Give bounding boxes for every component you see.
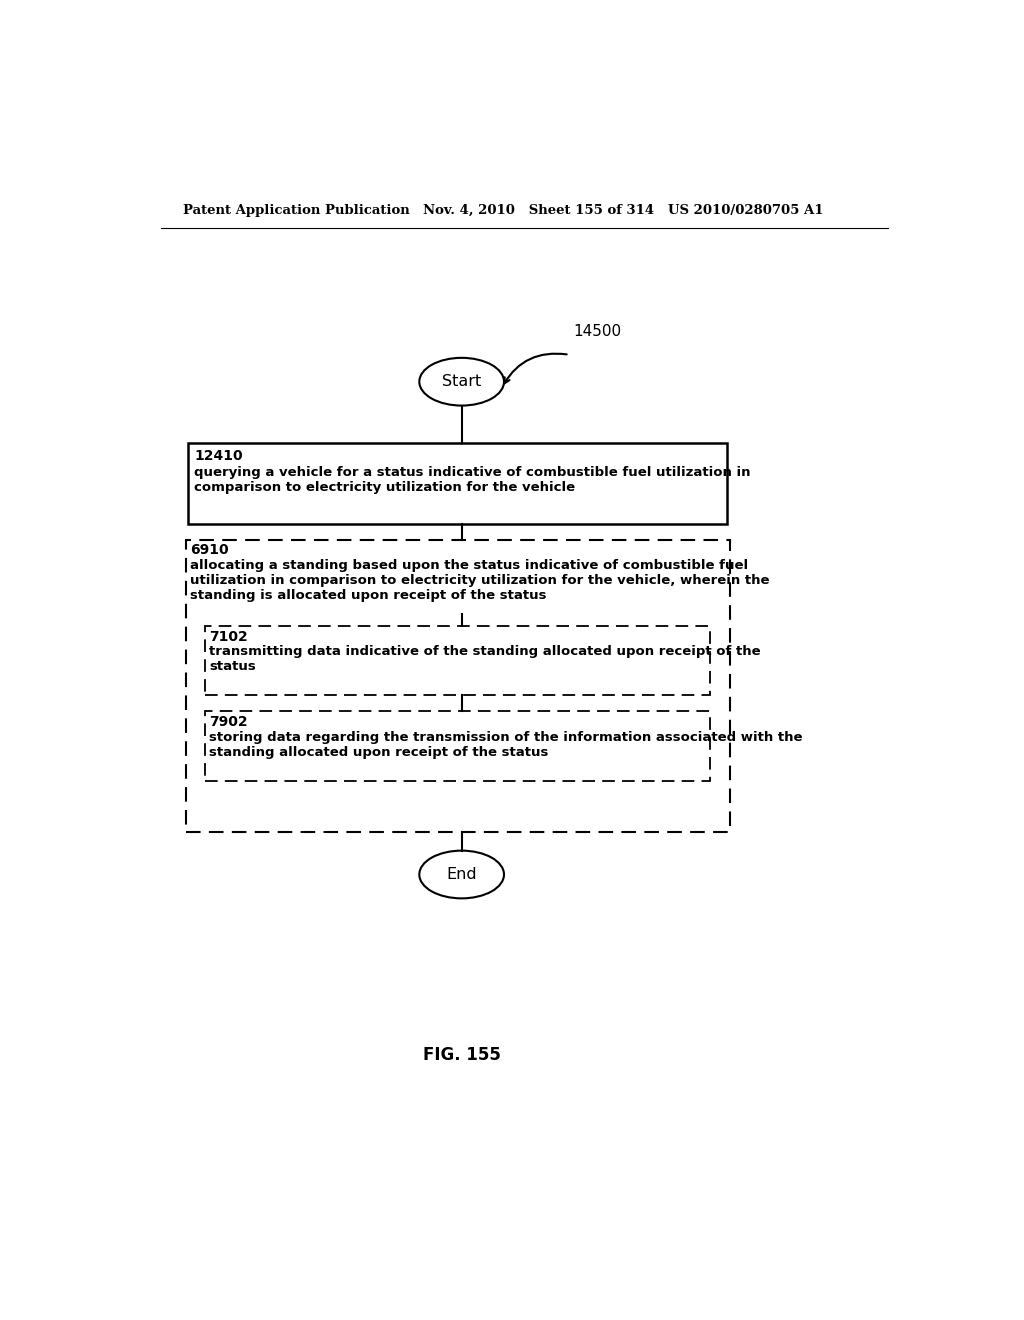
Text: 7902: 7902 xyxy=(209,715,248,729)
Text: querying a vehicle for a status indicative of combustible fuel utilization in
co: querying a vehicle for a status indicati… xyxy=(195,466,751,495)
Text: Nov. 4, 2010   Sheet 155 of 314   US 2010/0280705 A1: Nov. 4, 2010 Sheet 155 of 314 US 2010/02… xyxy=(423,205,823,218)
Text: 7102: 7102 xyxy=(209,630,248,644)
Text: 14500: 14500 xyxy=(573,325,622,339)
Text: transmitting data indicative of the standing allocated upon receipt of the
statu: transmitting data indicative of the stan… xyxy=(209,645,761,673)
Text: 6910: 6910 xyxy=(189,544,228,557)
Text: allocating a standing based upon the status indicative of combustible fuel
utili: allocating a standing based upon the sta… xyxy=(189,558,769,602)
Text: storing data regarding the transmission of the information associated with the
s: storing data regarding the transmission … xyxy=(209,730,803,759)
Text: FIG. 155: FIG. 155 xyxy=(423,1047,501,1064)
Text: End: End xyxy=(446,867,477,882)
Text: Start: Start xyxy=(442,374,481,389)
Text: 12410: 12410 xyxy=(195,449,243,463)
Text: Patent Application Publication: Patent Application Publication xyxy=(183,205,410,218)
